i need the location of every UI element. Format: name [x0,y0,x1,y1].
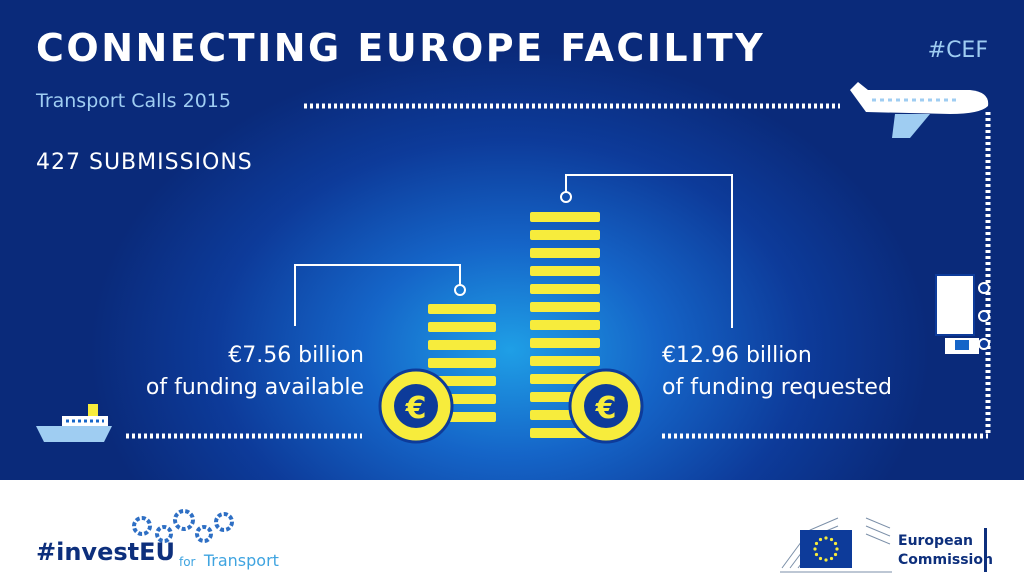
coin-layer [530,320,600,330]
eu-star [829,556,834,561]
eu-star [835,547,839,551]
eu-star [813,547,817,551]
euro-coin-icon: € [568,368,644,444]
euro-symbol-right: € [595,391,617,426]
eu-star [818,556,823,561]
ship-icon [36,404,112,442]
euro-coin-icon: € [378,368,454,444]
eu-flag-icon [800,530,852,568]
berlaymont-building-logo [780,517,892,573]
ec-divider [984,528,987,572]
available-connector [294,264,461,326]
brand-for: for [178,555,196,569]
invest-eu-brand: #investEU for Transport [36,538,279,570]
eu-star [814,552,819,557]
eu-star [833,541,838,546]
funding-available-stat: €7.56 billion of funding available [146,340,364,404]
truck-icon [935,274,990,354]
funding-requested-amount: €12.96 billion [662,343,812,368]
coin-layer [428,358,496,368]
eu-star [824,536,828,540]
eu-star [824,558,828,562]
ec-line2: Commission [898,552,993,568]
airplane-icon [850,82,989,138]
footer: #investEU for Transport European Commissi… [0,480,1024,588]
coin-layer [530,266,600,276]
coin-layer [530,212,600,222]
coin-layer [530,302,600,312]
coin-layer [530,284,600,294]
coin-layer [530,230,600,240]
page-title: CONNECTING EUROPE FACILITY [36,26,766,70]
funding-available-amount: €7.56 billion [228,343,364,368]
coin-layer [428,322,496,332]
eu-star [833,552,838,557]
ec-logo-text: European Commission [898,532,993,570]
funding-requested-stat: €12.96 billion of funding requested [662,340,892,404]
brand-main: #investEU [36,538,175,566]
transport-route-graphics: € € [36,82,990,444]
funding-available-caption: of funding available [145,375,364,400]
euro-symbol-left: € [405,391,427,426]
brand-transport: Transport [203,551,279,570]
hashtag-label: #CEF [927,38,988,63]
gears-icon [132,509,234,543]
ec-line1: European [898,533,973,549]
infographic: € € CONNECTING EUROPE FACILITY #CEF Tran… [0,0,1024,480]
coin-layer [428,340,496,350]
eu-star [818,537,823,542]
submissions-count: 427 SUBMISSIONS [36,150,253,175]
funding-requested-caption: of funding requested [662,375,892,400]
coin-layer [428,304,496,314]
subtitle: Transport Calls 2015 [36,90,231,112]
eu-star [829,537,834,542]
coin-layer [530,338,600,348]
eu-star [814,541,819,546]
coin-layer [530,356,600,366]
requested-connector [565,174,733,328]
coin-layer [530,248,600,258]
